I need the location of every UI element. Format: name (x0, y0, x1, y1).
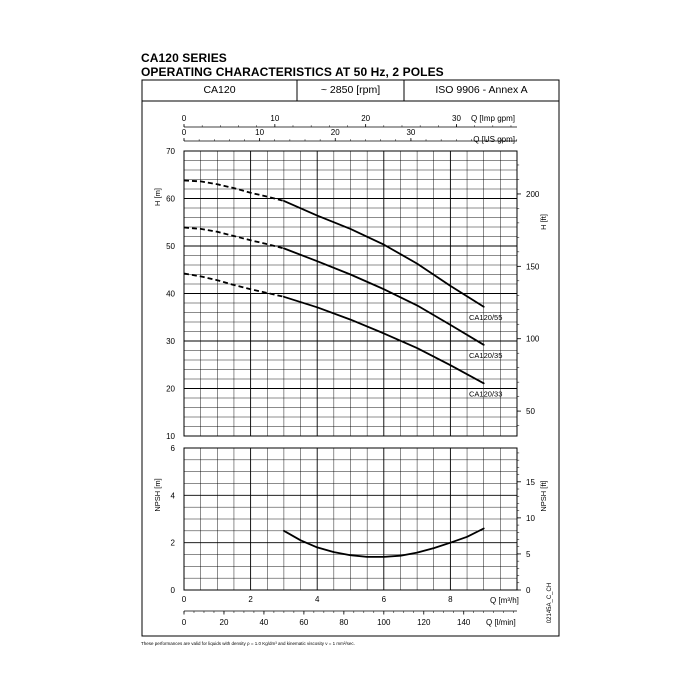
us-gpm-axis-label: Q [US gpm] (473, 135, 515, 144)
lmin-tick-label: 20 (220, 618, 229, 627)
npsh-ft-tick-label: 5 (526, 550, 531, 559)
side-code: 02145A_C_CH (547, 583, 553, 623)
npsh-y-axis-label: NPSH [m] (153, 478, 162, 511)
head-curve-dashed-ca120-35 (183, 226, 285, 250)
head-curve-dashed-ca120-33 (183, 272, 285, 298)
chart-title: OPERATING CHARACTERISTICS AT 50 Hz, 2 PO… (141, 65, 444, 79)
m3h-tick-label: 0 (182, 595, 187, 604)
head-ft-tick-label: 50 (526, 407, 535, 416)
us-gpm-tick-label: 10 (255, 128, 264, 137)
lmin-tick-label: 100 (377, 618, 391, 627)
head-y-tick-label: 20 (166, 385, 175, 394)
head-y-tick-label: 50 (166, 242, 175, 251)
lmin-tick-label: 120 (417, 618, 431, 627)
head-curve-ca120-35 (282, 247, 485, 346)
head-y-tick-label: 70 (166, 147, 175, 156)
m3h-axis-label: Q [m³/h] (490, 596, 519, 605)
npsh-ft-tick-label: 15 (526, 478, 535, 487)
outer-frame (141, 79, 560, 637)
series-label: CA120/55 (469, 313, 502, 322)
lmin-tick-label: 80 (339, 618, 348, 627)
series-title: CA120 SERIES (141, 51, 227, 65)
npsh-ft-tick-label: 10 (526, 514, 535, 523)
m3h-tick-label: 6 (382, 595, 387, 604)
header-standard: ISO 9906 - Annex A (435, 84, 528, 96)
imp-gpm-tick-label: 10 (270, 114, 279, 123)
head-ft-tick-label: 100 (526, 335, 540, 344)
lmin-tick-label: 140 (457, 618, 471, 627)
lmin-tick-label: 0 (182, 618, 187, 627)
npsh-curve (282, 527, 485, 558)
lmin-tick-label: 60 (299, 618, 308, 627)
npsh-y-tick-label: 4 (171, 491, 176, 500)
npsh-ft-tick-label: 0 (526, 586, 531, 595)
m3h-tick-label: 8 (448, 595, 453, 604)
series-label: CA120/33 (469, 389, 502, 398)
npsh-ft-axis-label: NPSH [ft] (539, 480, 548, 511)
npsh-plot-frame (183, 447, 518, 591)
head-ft-axis-label: H [ft] (539, 214, 548, 230)
head-ft-tick-label: 200 (526, 190, 540, 199)
footnote: These performances are valid for liquids… (141, 641, 355, 646)
head-plot-frame (183, 150, 518, 437)
head-y-axis-label: H [m] (153, 188, 162, 206)
header-speed: ~ 2850 [rpm] (320, 84, 381, 96)
lmin-axis-label: Q [l/min] (486, 618, 516, 627)
us-gpm-tick-label: 30 (406, 128, 415, 137)
head-ft-tick-label: 150 (526, 262, 540, 271)
m3h-tick-label: 2 (248, 595, 253, 604)
lmin-tick-label: 40 (259, 618, 268, 627)
head-y-tick-label: 30 (166, 337, 175, 346)
series-label: CA120/35 (469, 351, 502, 360)
head-y-tick-label: 40 (166, 290, 175, 299)
us-gpm-tick-label: 20 (331, 128, 340, 137)
imp-gpm-tick-label: 30 (452, 114, 461, 123)
imp-gpm-tick-label: 20 (361, 114, 370, 123)
npsh-y-tick-label: 2 (171, 539, 176, 548)
head-curve-ca120-33 (282, 295, 485, 385)
imp-gpm-tick-label: 0 (182, 114, 187, 123)
header-model: CA120 (203, 84, 236, 96)
head-curve-ca120-55 (282, 199, 485, 308)
head-y-tick-label: 10 (166, 432, 175, 441)
npsh-y-tick-label: 0 (171, 586, 176, 595)
imp-gpm-axis-label: Q [Imp gpm] (471, 114, 515, 123)
head-y-tick-label: 60 (166, 195, 175, 204)
us-gpm-tick-label: 0 (182, 128, 187, 137)
npsh-y-tick-label: 6 (171, 444, 176, 453)
m3h-tick-label: 4 (315, 595, 320, 604)
head-curve-dashed-ca120-55 (183, 179, 285, 202)
